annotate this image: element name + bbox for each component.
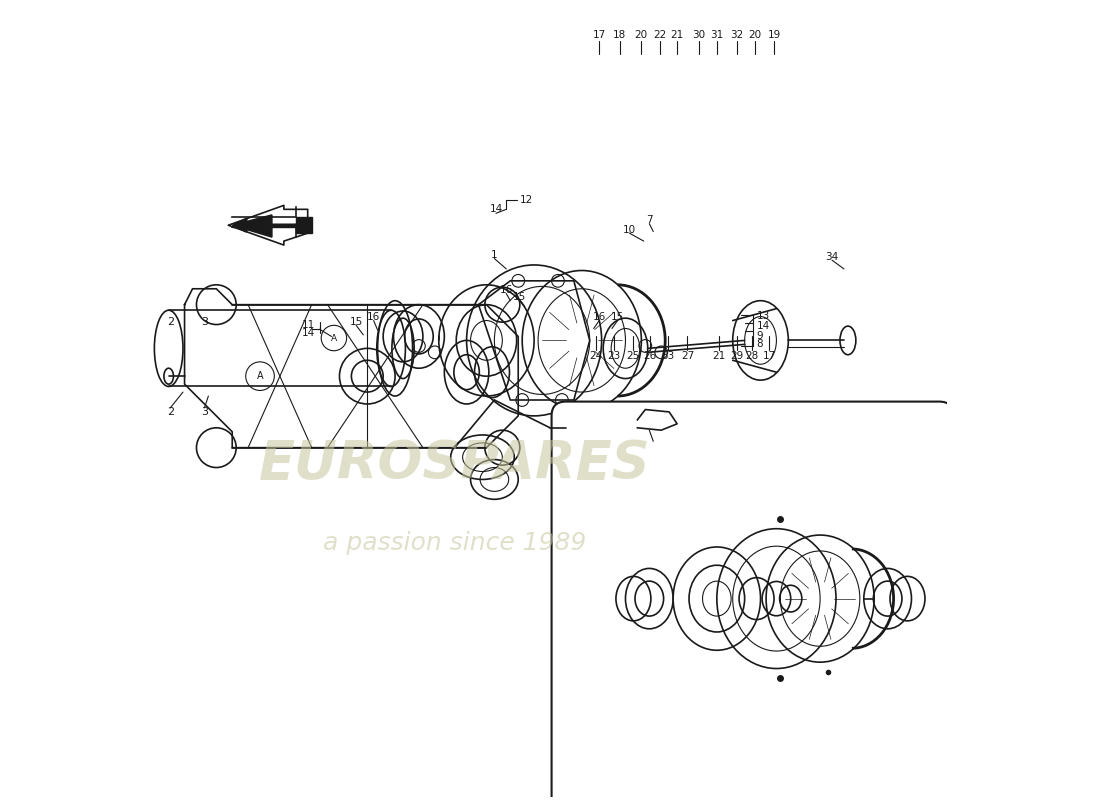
FancyBboxPatch shape: [551, 402, 954, 800]
Text: 19: 19: [768, 30, 781, 39]
Text: 29: 29: [730, 351, 744, 362]
Text: 33: 33: [661, 351, 674, 362]
Text: 16: 16: [593, 312, 606, 322]
Text: A: A: [256, 371, 263, 381]
Text: 3: 3: [201, 407, 208, 417]
Text: 20: 20: [748, 30, 761, 39]
Text: 17: 17: [762, 351, 776, 362]
Polygon shape: [232, 215, 272, 237]
Text: 14: 14: [757, 321, 770, 331]
Text: 2: 2: [167, 318, 174, 327]
Text: a passion since 1989: a passion since 1989: [323, 531, 586, 555]
Text: 28: 28: [745, 351, 758, 362]
Text: 17: 17: [593, 30, 606, 39]
Text: 13: 13: [757, 310, 770, 321]
Text: 26: 26: [644, 351, 657, 362]
Text: 22: 22: [653, 30, 667, 39]
Text: 21: 21: [671, 30, 684, 39]
Text: 3: 3: [201, 318, 208, 327]
Text: 34: 34: [825, 252, 838, 262]
Text: 23: 23: [607, 351, 620, 362]
Text: 18: 18: [614, 30, 627, 39]
Text: 16: 16: [367, 312, 381, 322]
Polygon shape: [229, 206, 308, 245]
Text: 20: 20: [634, 30, 647, 39]
Polygon shape: [232, 218, 311, 233]
Text: 15: 15: [514, 292, 527, 302]
Text: 7: 7: [646, 215, 652, 226]
Text: 30: 30: [692, 30, 705, 39]
Text: 16: 16: [499, 286, 513, 295]
Text: 15: 15: [350, 317, 363, 327]
Text: 1: 1: [491, 250, 497, 261]
Text: 32: 32: [730, 30, 744, 39]
Text: 12: 12: [520, 194, 534, 205]
Text: A: A: [331, 334, 337, 342]
Text: 11: 11: [301, 319, 315, 330]
Text: 15: 15: [610, 312, 624, 322]
Text: 10: 10: [623, 225, 636, 235]
Text: 27: 27: [681, 351, 694, 362]
Text: 9: 9: [757, 330, 763, 341]
Text: 14: 14: [490, 204, 503, 214]
Text: 8: 8: [757, 339, 763, 350]
Text: 14: 14: [301, 328, 315, 338]
Text: 2: 2: [167, 407, 174, 417]
Text: 25: 25: [626, 351, 639, 362]
Text: 24: 24: [590, 351, 603, 362]
Text: 31: 31: [711, 30, 724, 39]
Text: EUROSPARES: EUROSPARES: [258, 438, 650, 490]
Text: 21: 21: [713, 351, 726, 362]
